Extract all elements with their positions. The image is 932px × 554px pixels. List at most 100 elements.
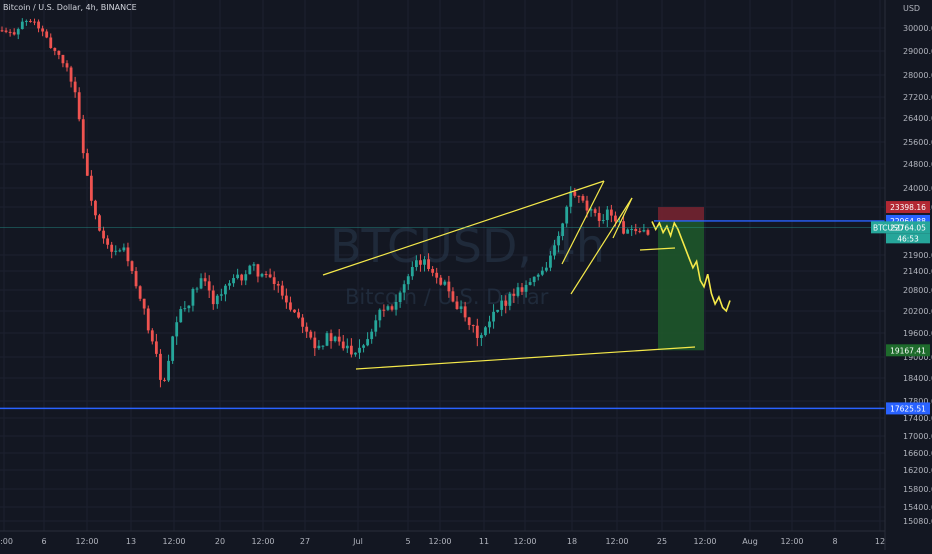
candle-body	[585, 200, 589, 211]
candle-body	[102, 230, 105, 239]
candle-body	[459, 306, 463, 309]
candle-body	[374, 320, 378, 332]
candle-body	[219, 294, 223, 296]
candle-body	[29, 20, 32, 22]
candle-body	[244, 274, 248, 281]
candle-body	[455, 301, 459, 309]
x-tick-label: 12:00	[693, 537, 716, 546]
price-badge	[886, 201, 930, 214]
candle-body	[589, 209, 593, 211]
candle-body	[516, 287, 520, 296]
stop-zone[interactable]	[658, 207, 704, 221]
candle-body	[94, 200, 97, 216]
x-tick-label: 12:00	[513, 537, 536, 546]
candle-body	[20, 21, 24, 30]
candle-body	[557, 235, 560, 246]
candle-body	[394, 302, 398, 310]
y-tick-label: 25600.00	[903, 138, 932, 147]
x-tick-label: 12	[875, 537, 885, 546]
y-tick-label: 30000.00	[903, 24, 932, 33]
y-tick-label: 19000.00	[903, 353, 932, 362]
candle-body	[601, 220, 605, 222]
time-axis[interactable]: 0:00 6 12:00 13 12:00 20 12:00 27 Jul 5 12:00 11 12:…	[0, 530, 885, 546]
candle-body	[488, 321, 491, 328]
candle-body	[81, 119, 85, 154]
candle-body	[471, 325, 475, 327]
candle-body	[53, 47, 57, 51]
projection-path[interactable]	[651, 220, 731, 313]
x-tick-label: 5	[405, 537, 410, 546]
candle-body	[126, 247, 130, 262]
y-tick-label: 26400.00	[903, 114, 932, 123]
candle-body	[410, 267, 414, 277]
trendline-lower[interactable]	[355, 346, 696, 370]
channel-line-a[interactable]	[561, 180, 605, 265]
y-tick-label: 20200.00	[903, 307, 932, 316]
candle-body	[228, 283, 231, 286]
y-tick-label: 19600.00	[903, 329, 932, 338]
price-badge-text: 22764.05	[890, 223, 926, 232]
candle-body	[378, 309, 382, 321]
candle-body	[211, 290, 215, 305]
y-tick-label: 17400.00	[903, 414, 932, 423]
candle-body	[191, 288, 195, 306]
candle-body	[354, 352, 357, 355]
candle-body	[577, 195, 581, 197]
candle-body	[500, 300, 504, 310]
y-tick-label: 20800.00	[903, 286, 932, 295]
candle-body	[134, 271, 138, 287]
y-tick-label: 17800.00	[903, 397, 932, 406]
price-axis[interactable]: USD 30000.00 29000.00 28000.00 27200.00 2640…	[884, 0, 932, 550]
candle-body	[301, 317, 305, 327]
x-tick-label: 12:00	[162, 537, 185, 546]
candle-body	[272, 277, 276, 285]
candle-body	[646, 230, 650, 235]
candle-body	[443, 281, 447, 285]
neckline[interactable]	[639, 247, 676, 251]
candle-body	[609, 209, 613, 216]
trendline-upper[interactable]	[322, 180, 605, 276]
candle-body	[504, 300, 508, 306]
candle-body	[293, 309, 296, 313]
candle-body	[439, 277, 443, 285]
candle-body	[642, 230, 646, 232]
candle-body	[45, 31, 49, 38]
x-tick-label: Aug	[742, 537, 758, 546]
grid	[0, 0, 885, 531]
candle-body	[345, 345, 349, 349]
price-badge	[886, 221, 930, 234]
risk-reward-zones[interactable]	[658, 207, 704, 351]
candle-body	[207, 281, 211, 291]
candle-body	[496, 309, 500, 312]
candle-body	[37, 21, 40, 29]
drawings[interactable]	[322, 180, 731, 370]
channel-line-b[interactable]	[570, 197, 633, 295]
levels[interactable]	[0, 220, 885, 410]
channel-line-c[interactable]	[612, 197, 633, 239]
x-tick-label: Jul	[352, 537, 363, 546]
candle-body	[122, 247, 126, 251]
symbol-badge-text: BTCUSD	[873, 223, 904, 232]
candle-body	[520, 287, 524, 292]
candle-body	[618, 221, 621, 223]
candle-body	[175, 322, 179, 337]
candle-body	[638, 231, 642, 233]
target-zone[interactable]	[658, 220, 704, 351]
candle-body	[203, 278, 207, 282]
candle-body	[414, 260, 418, 268]
candle-body	[325, 333, 329, 346]
candle-body	[402, 284, 406, 293]
candle-body	[362, 345, 365, 348]
candle-body	[146, 308, 150, 331]
candle-body	[569, 191, 573, 207]
candle-body	[138, 286, 142, 299]
candle-body	[321, 345, 325, 347]
candle-body	[565, 206, 569, 224]
candle-body	[573, 191, 577, 196]
candle-body	[475, 325, 479, 338]
currency-label: USD	[903, 4, 920, 13]
candle-body	[12, 32, 16, 35]
candle-body	[280, 285, 284, 296]
